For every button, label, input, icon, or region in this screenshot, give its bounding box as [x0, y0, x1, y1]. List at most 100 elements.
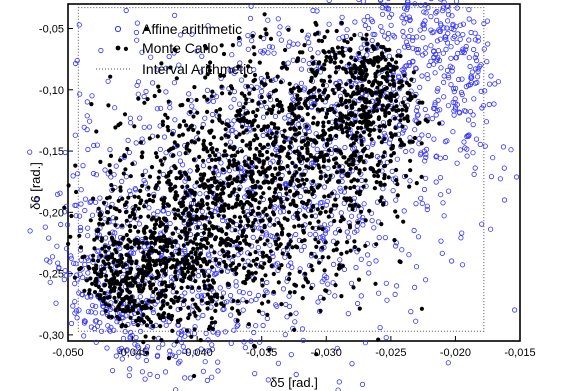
monte-carlo-point — [104, 278, 109, 283]
affine-point — [229, 52, 235, 58]
affine-point — [72, 280, 78, 287]
monte-carlo-point — [209, 320, 214, 325]
affine-point — [267, 160, 273, 166]
monte-carlo-point — [389, 153, 394, 158]
monte-carlo-point — [103, 249, 108, 254]
monte-carlo-point — [140, 173, 145, 178]
affine-point — [68, 255, 74, 261]
affine-point — [308, 160, 315, 167]
monte-carlo-point — [192, 373, 197, 379]
monte-carlo-point — [184, 123, 189, 128]
affine-point — [320, 236, 326, 242]
affine-point — [330, 280, 336, 286]
monte-carlo-point — [387, 47, 392, 52]
monte-carlo-point — [201, 158, 206, 163]
monte-carlo-point — [300, 223, 305, 228]
monte-carlo-point — [375, 59, 381, 64]
monte-carlo-point — [300, 154, 305, 159]
affine-point — [450, 23, 456, 29]
monte-carlo-point — [304, 158, 309, 163]
monte-carlo-point — [147, 249, 152, 254]
monte-carlo-point — [210, 214, 215, 220]
monte-carlo-point — [276, 110, 281, 115]
affine-point — [136, 345, 142, 351]
affine-point — [359, 381, 366, 387]
monte-carlo-point — [356, 76, 361, 81]
monte-carlo-point — [174, 76, 179, 81]
affine-point — [345, 234, 352, 240]
monte-carlo-point — [310, 268, 315, 273]
monte-carlo-point — [132, 224, 138, 230]
monte-carlo-point — [199, 298, 204, 303]
monte-carlo-point — [170, 328, 175, 333]
affine-point — [286, 113, 292, 119]
monte-carlo-point — [207, 68, 212, 73]
monte-carlo-point — [336, 103, 341, 108]
monte-carlo-point — [380, 107, 385, 112]
affine-point — [240, 307, 246, 313]
monte-carlo-point — [419, 141, 424, 146]
monte-carlo-point — [196, 285, 201, 290]
monte-carlo-point — [314, 22, 319, 27]
affine-point — [336, 379, 342, 385]
monte-carlo-point — [146, 298, 152, 303]
affine-point — [234, 323, 240, 329]
monte-carlo-point — [361, 55, 366, 60]
affine-point — [198, 69, 204, 75]
monte-carlo-point — [171, 257, 176, 262]
affine-point — [431, 136, 437, 142]
monte-carlo-point — [344, 250, 349, 255]
monte-carlo-point — [186, 305, 191, 310]
monte-carlo-point — [253, 183, 258, 188]
affine-point — [388, 22, 394, 28]
affine-point — [460, 46, 466, 52]
monte-carlo-point — [147, 256, 152, 261]
affine-point — [466, 37, 472, 43]
monte-carlo-point — [280, 166, 285, 171]
monte-carlo-point — [321, 132, 327, 137]
monte-carlo-point — [133, 203, 138, 209]
affine-point — [462, 145, 468, 151]
monte-carlo-point — [334, 65, 339, 70]
affine-point — [78, 201, 84, 207]
monte-carlo-point — [170, 313, 175, 319]
monte-carlo-point — [158, 262, 163, 267]
monte-carlo-point — [276, 171, 281, 176]
monte-carlo-point — [110, 252, 115, 257]
affine-point — [146, 124, 153, 130]
monte-carlo-point — [254, 146, 259, 151]
monte-carlo-point — [373, 281, 378, 286]
affine-point — [433, 112, 439, 118]
affine-point — [434, 38, 440, 44]
affine-point — [111, 172, 117, 178]
monte-carlo-point — [374, 242, 379, 247]
monte-carlo-point — [98, 217, 103, 222]
monte-carlo-point — [386, 61, 391, 66]
affine-point — [105, 323, 111, 329]
monte-carlo-point — [217, 113, 222, 118]
affine-point — [77, 271, 83, 277]
monte-carlo-point — [309, 285, 314, 291]
affine-point — [245, 46, 251, 52]
monte-carlo-point — [259, 80, 264, 85]
monte-carlo-point — [380, 53, 385, 58]
affine-point — [123, 174, 130, 180]
affine-point — [451, 89, 457, 95]
affine-point — [119, 356, 125, 362]
affine-point — [460, 31, 466, 38]
monte-carlo-point — [315, 134, 320, 139]
monte-carlo-point — [350, 136, 355, 141]
affine-point — [472, 30, 478, 36]
monte-carlo-point — [288, 140, 293, 145]
affine-point — [298, 66, 305, 72]
monte-carlo-point — [300, 118, 305, 123]
monte-carlo-point — [320, 205, 325, 210]
monte-carlo-point — [180, 279, 185, 284]
monte-carlo-point — [323, 209, 328, 214]
affine-point — [306, 128, 312, 134]
monte-carlo-point — [303, 132, 308, 137]
monte-carlo-point — [333, 125, 338, 130]
monte-carlo-point — [393, 60, 399, 65]
monte-carlo-point — [92, 290, 98, 295]
monte-carlo-point — [372, 186, 377, 191]
